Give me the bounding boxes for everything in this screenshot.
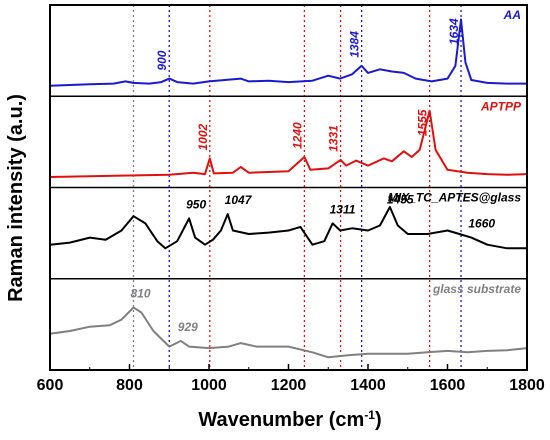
peak-label-1384: 1384 <box>348 31 362 58</box>
x-tick-label-600: 600 <box>37 377 64 394</box>
spectrum-line-glass-substrate <box>49 306 528 359</box>
y-axis-title: Raman intensity (a.u.) <box>5 94 27 302</box>
peak-label-1455: 1455 <box>387 193 414 207</box>
spectrum-line-aa <box>49 18 527 87</box>
panel-label-aptpp: APTPP <box>480 99 522 113</box>
spectrum-line-mix-tc-aptes-glass <box>49 206 527 250</box>
peak-label-1331: 1331 <box>327 125 341 152</box>
x-tick-label-1400: 1400 <box>350 377 386 394</box>
peak-label-810: 810 <box>130 286 150 300</box>
peak-label-1047: 1047 <box>225 193 253 207</box>
peak-label-1240: 1240 <box>290 122 304 149</box>
axes: 600 800 1000 1200 1400 1600 1800 <box>37 4 545 394</box>
panel-dividers <box>50 95 527 280</box>
x-axis-title: Wavenumber (cm-1) <box>198 408 381 431</box>
peak-label-1634: 1634 <box>447 18 461 45</box>
peak-label-1555: 1555 <box>416 109 430 136</box>
x-tick-label-1800: 1800 <box>509 377 545 394</box>
peak-label-929: 929 <box>178 320 198 334</box>
panel-label-mix-tc-aptes-glass: MIX_TC_APTES@glass <box>388 191 521 205</box>
panel-label-glass-substrate: glass substrate <box>432 282 521 296</box>
peak-label-1002: 1002 <box>196 123 210 150</box>
x-tick-label-1600: 1600 <box>430 377 466 394</box>
panel-labels: AA 900 1384 1634 APTPP 1002 1240 1331 1555 MIX_TC… <box>130 8 522 334</box>
spectra-traces <box>49 18 528 359</box>
peak-label-1660: 1660 <box>468 217 495 231</box>
spectrum-line-aptpp <box>49 109 528 178</box>
peak-label-1311: 1311 <box>330 202 356 216</box>
x-tick-label-800: 800 <box>116 377 143 394</box>
x-tick-label-1200: 1200 <box>271 377 307 394</box>
peak-label-950: 950 <box>186 197 206 211</box>
x-tick-label-1000: 1000 <box>191 377 227 394</box>
panel-label-aa: AA <box>503 8 521 22</box>
peak-label-900: 900 <box>155 50 169 70</box>
